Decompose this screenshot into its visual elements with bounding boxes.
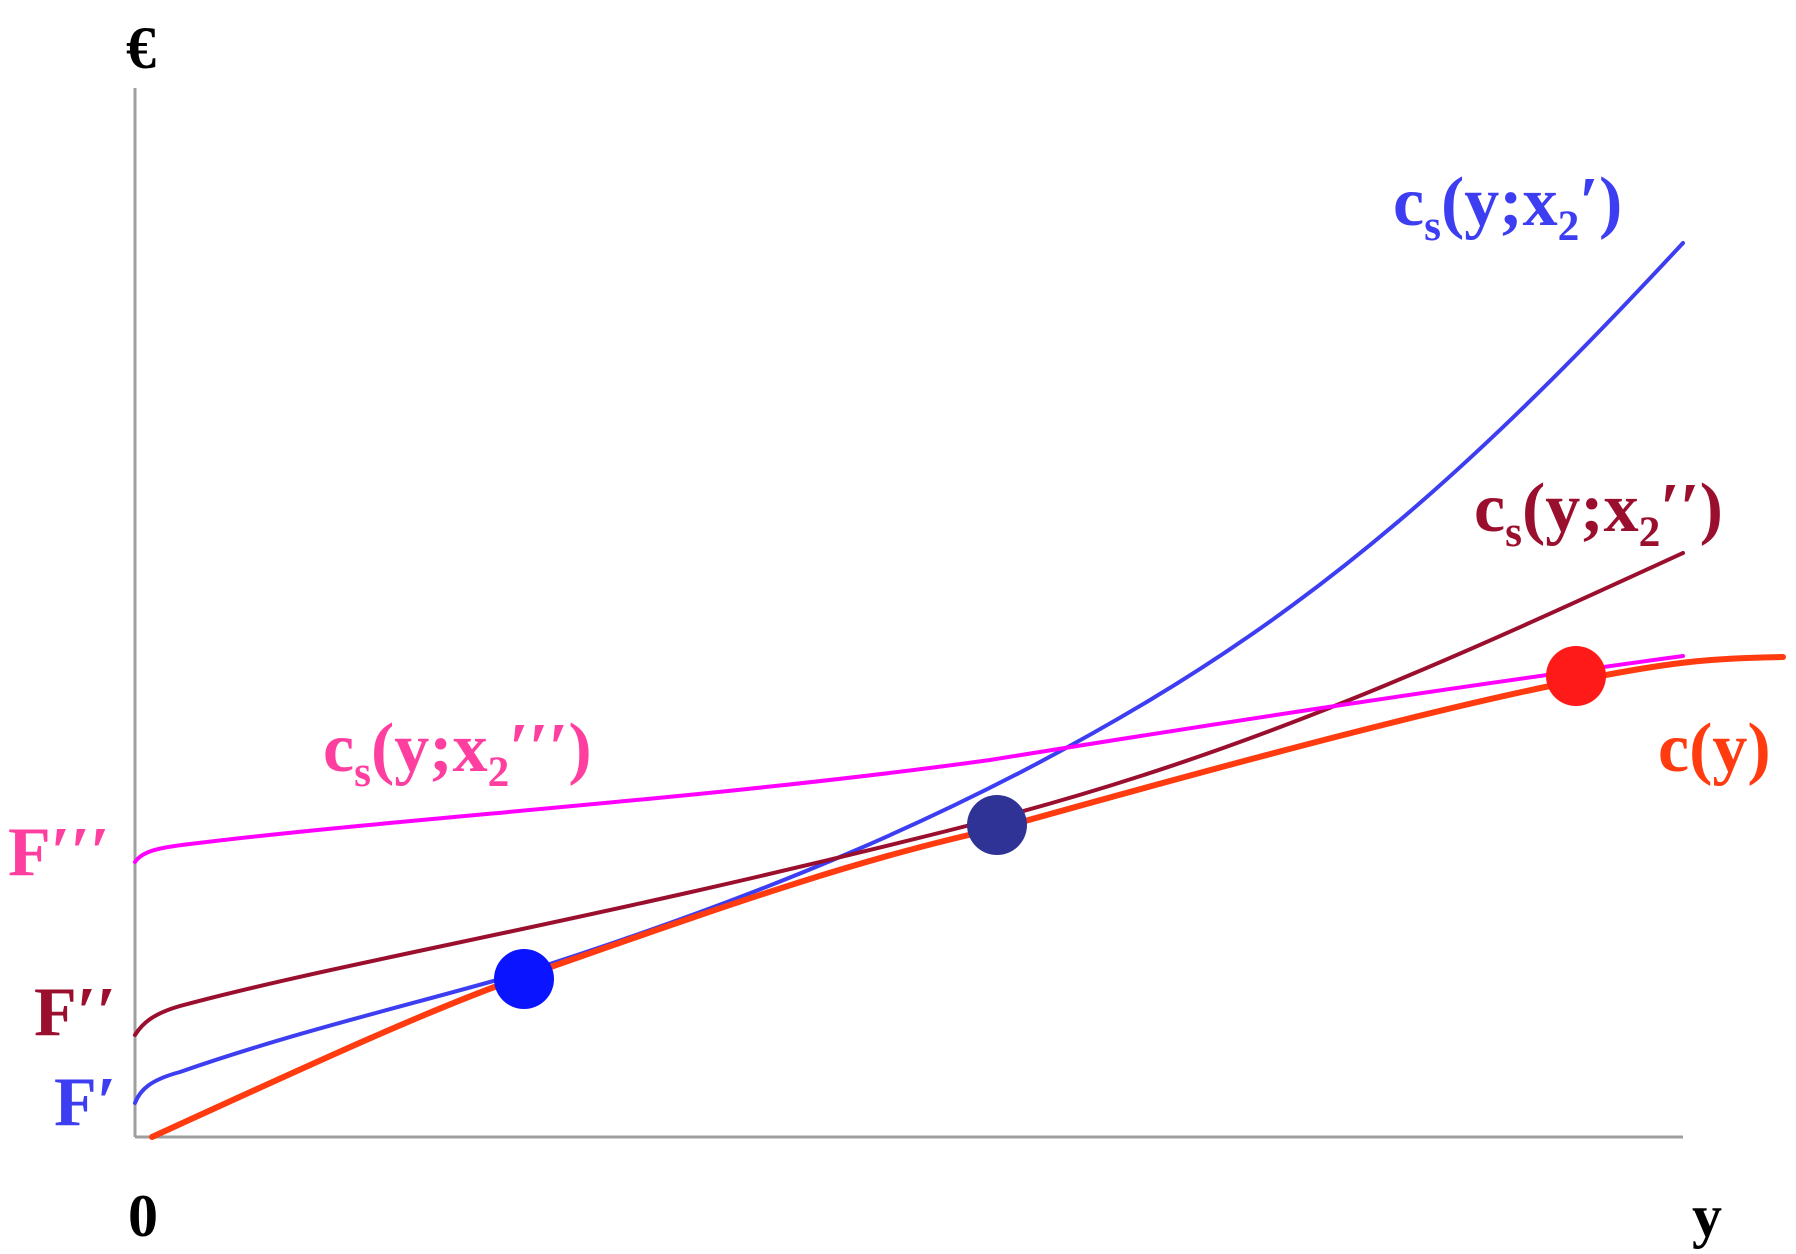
intercept-label-f-double-prime: F′′ <box>34 974 117 1051</box>
cs-x2-prime-label: cs(y;x2′) <box>1393 164 1623 251</box>
origin-label: 0 <box>128 1183 158 1249</box>
y-axis-label: € <box>126 15 156 81</box>
cs-x2-triple-prime-curve <box>133 654 1685 864</box>
intercept-label-f-triple-prime: F′′′ <box>8 814 110 891</box>
x-axis-label: y <box>1692 1183 1722 1249</box>
tangent-point-3 <box>1546 646 1606 706</box>
intercept-label-f-prime: F′ <box>54 1064 117 1141</box>
tangent-point-1 <box>494 949 554 1009</box>
cs-x2-double-prime-curve <box>133 551 1685 1037</box>
tangent-point-2 <box>967 795 1027 855</box>
cs-x2-triple-prime-label: cs(y;x2′′′) <box>323 710 592 797</box>
cs-x2-prime-curve <box>133 241 1685 1105</box>
c-of-y-label: c(y) <box>1658 710 1771 787</box>
cs-x2-double-prime-label: cs(y;x2′′) <box>1474 470 1723 557</box>
